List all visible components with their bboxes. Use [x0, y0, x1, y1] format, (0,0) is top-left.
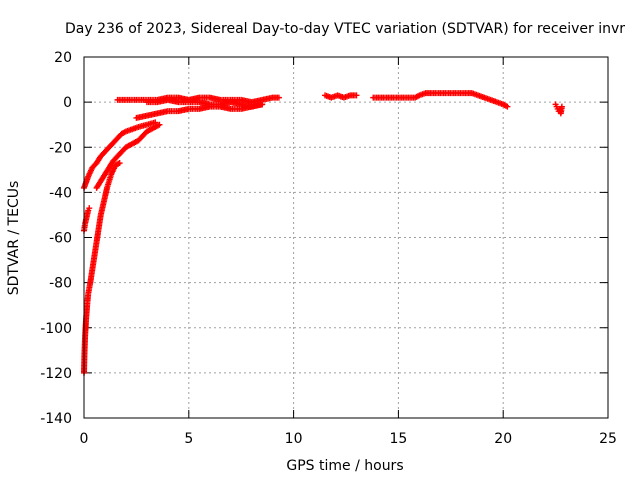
y-tick-label: -40: [49, 185, 72, 201]
x-tick-label: 20: [494, 431, 512, 447]
x-tick-label: 5: [184, 431, 193, 447]
x-tick-label: 15: [389, 431, 407, 447]
x-tick-label: 0: [80, 431, 89, 447]
y-tick-labels: -140 -120 -100 -80 -60 -40 -20 0 20: [40, 50, 72, 427]
data-segment: [81, 205, 93, 234]
y-tick-label: -20: [49, 140, 72, 156]
data-segment: [322, 92, 360, 101]
data-segment: [81, 119, 159, 191]
x-axis-label: GPS time / hours: [286, 458, 403, 474]
data-segment: [81, 160, 123, 376]
data-segment: [143, 96, 266, 110]
y-tick-label: 0: [63, 95, 72, 111]
y-tick-label: -60: [49, 231, 72, 247]
data-segment: [370, 90, 511, 110]
x-tick-labels: 0 5 10 15 20 25: [80, 431, 617, 447]
y-tick-label: -80: [49, 276, 72, 292]
data-segment: [93, 121, 163, 191]
y-axis-label: SDTVAR / TECUs: [6, 181, 22, 296]
plot-frame: [83, 56, 609, 419]
data-point-marker: [259, 101, 266, 108]
data-point-marker: [353, 92, 360, 99]
data-point-marker: [558, 103, 565, 110]
data-segment: [552, 101, 565, 117]
data-point-marker: [156, 121, 163, 128]
x-tick-label: 10: [285, 431, 303, 447]
data-points: [81, 90, 565, 376]
data-point-marker: [275, 94, 282, 101]
y-tick-label: -140: [40, 411, 72, 427]
y-tick-label: -120: [40, 366, 72, 382]
data-point-marker: [86, 205, 93, 212]
y-tick-label: 20: [54, 50, 72, 66]
chart-title: Day 236 of 2023, Sidereal Day-to-day VTE…: [65, 21, 625, 37]
data-point-marker: [504, 103, 511, 110]
data-point-marker: [116, 160, 123, 167]
x-tick-label: 25: [599, 431, 617, 447]
y-tick-label: -100: [40, 321, 72, 337]
